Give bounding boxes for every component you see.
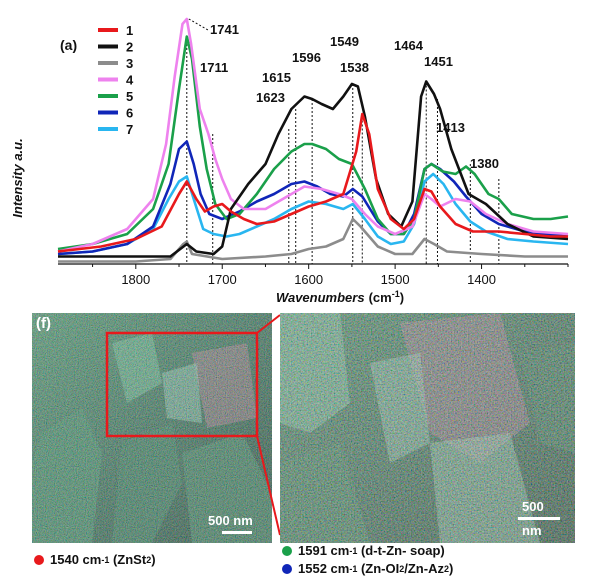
x-axis-unit: (cm [369,290,392,305]
legend-label-4: 4 [126,73,134,88]
peak-label-1413: 1413 [436,120,465,135]
peak-label-1549: 1549 [330,34,359,49]
legend-label-6: 6 [126,106,133,121]
x-axis-unit-sup: -1 [392,289,400,299]
legend-green-assignment: (d-t-Zn- soap) [360,543,445,558]
x-tick-label: 1400 [467,272,496,287]
red-dot-icon [34,554,44,565]
map-overview-image [32,313,272,543]
x-axis-title-main: Wavenumbers [276,290,365,305]
legend-red-wavenumber: 1540 cm [50,552,102,567]
legend-green-sup: -1 [349,545,358,556]
legend-label-1: 1 [126,23,133,38]
scalebar-right-number: 500 [522,499,544,514]
legend-label-3: 3 [126,56,133,71]
peak-label-1464: 1464 [394,38,424,53]
map-zoomed-image [280,313,575,543]
legend-green-channel: 1591 cm -1 (d-t-Zn- soap) [282,543,445,558]
peak-label-1615: 1615 [262,70,291,85]
legend-blue-sub: 2 [399,563,405,574]
spectrum-chart: 1741171116231615159615491538146414511413… [10,17,569,305]
series-line-2 [58,80,569,258]
peak-label-1380: 1380 [470,156,499,171]
panel-label-a: (a) [60,37,77,53]
series-legend: 1 23 45 67 [98,23,134,137]
peak-label-1711: 1711 [200,60,228,75]
legend-blue-tail2: ) [448,561,454,576]
series-layer [57,17,569,263]
scalebar-left [222,531,252,534]
scalebar-left-label: 500 nm [208,513,253,528]
panel-label-f: (f) [36,315,51,332]
green-dot-icon [282,545,292,556]
series-line-4 [57,17,569,253]
scalebar-right [518,517,560,520]
legend-blue-sub2: 2 [443,563,449,574]
peak-label-1623: 1623 [256,90,285,105]
legend-blue-sup: -1 [349,563,358,574]
series-line-5 [57,35,569,251]
map-zoomed: 500 nm [280,313,575,543]
y-axis-title: Intensity a.u. [10,138,25,217]
x-tick-label: 1600 [294,272,323,287]
legend-label-5: 5 [126,89,133,104]
series-line-1 [57,112,568,253]
legend-red-tail: ) [151,552,156,567]
x-tick-label: 1500 [381,272,410,287]
x-tick-labels: 1800 1700 1600 1500 1400 [92,264,569,287]
peak-leader-1741 [188,18,209,31]
peak-label-1451: 1451 [424,54,453,69]
peak-label-1538: 1538 [340,60,369,75]
legend-blue-assignment: (Zn-OI [360,561,400,576]
legend-label-7: 7 [126,122,133,137]
legend-green-wavenumber: 1591 cm [298,543,350,558]
legend-red-assignment: (ZnSt [112,552,147,567]
scalebar-right-unit: nm [522,523,542,538]
x-tick-label: 1700 [208,272,237,287]
x-axis-title: Wavenumbers (cm-1) [276,289,404,305]
legend-label-2: 2 [126,40,133,55]
peak-marker-lines [186,18,500,264]
series-line-3 [58,217,568,263]
legend-red-sub: 2 [146,554,152,565]
legend-red-channel: 1540 cm -1 (ZnSt 2) [34,552,156,567]
x-axis-unit-close: ) [400,290,404,305]
zoom-region-box [105,331,259,438]
map-overview: (f) 500 nm [32,313,272,543]
legend-blue-channel: 1552 cm -1 (Zn-OI 2 /Zn-Az 2) [282,561,453,576]
zoom-connectors [256,314,281,536]
peak-label-1741: 1741 [210,22,239,37]
blue-dot-icon [282,563,292,574]
legend-blue-tail: /Zn-Az [404,561,444,576]
legend-red-sup: -1 [101,554,110,565]
legend-blue-wavenumber: 1552 cm [298,561,350,576]
series-line-7 [57,172,569,256]
x-tick-label: 1800 [121,272,150,287]
peak-label-1596: 1596 [292,50,321,65]
